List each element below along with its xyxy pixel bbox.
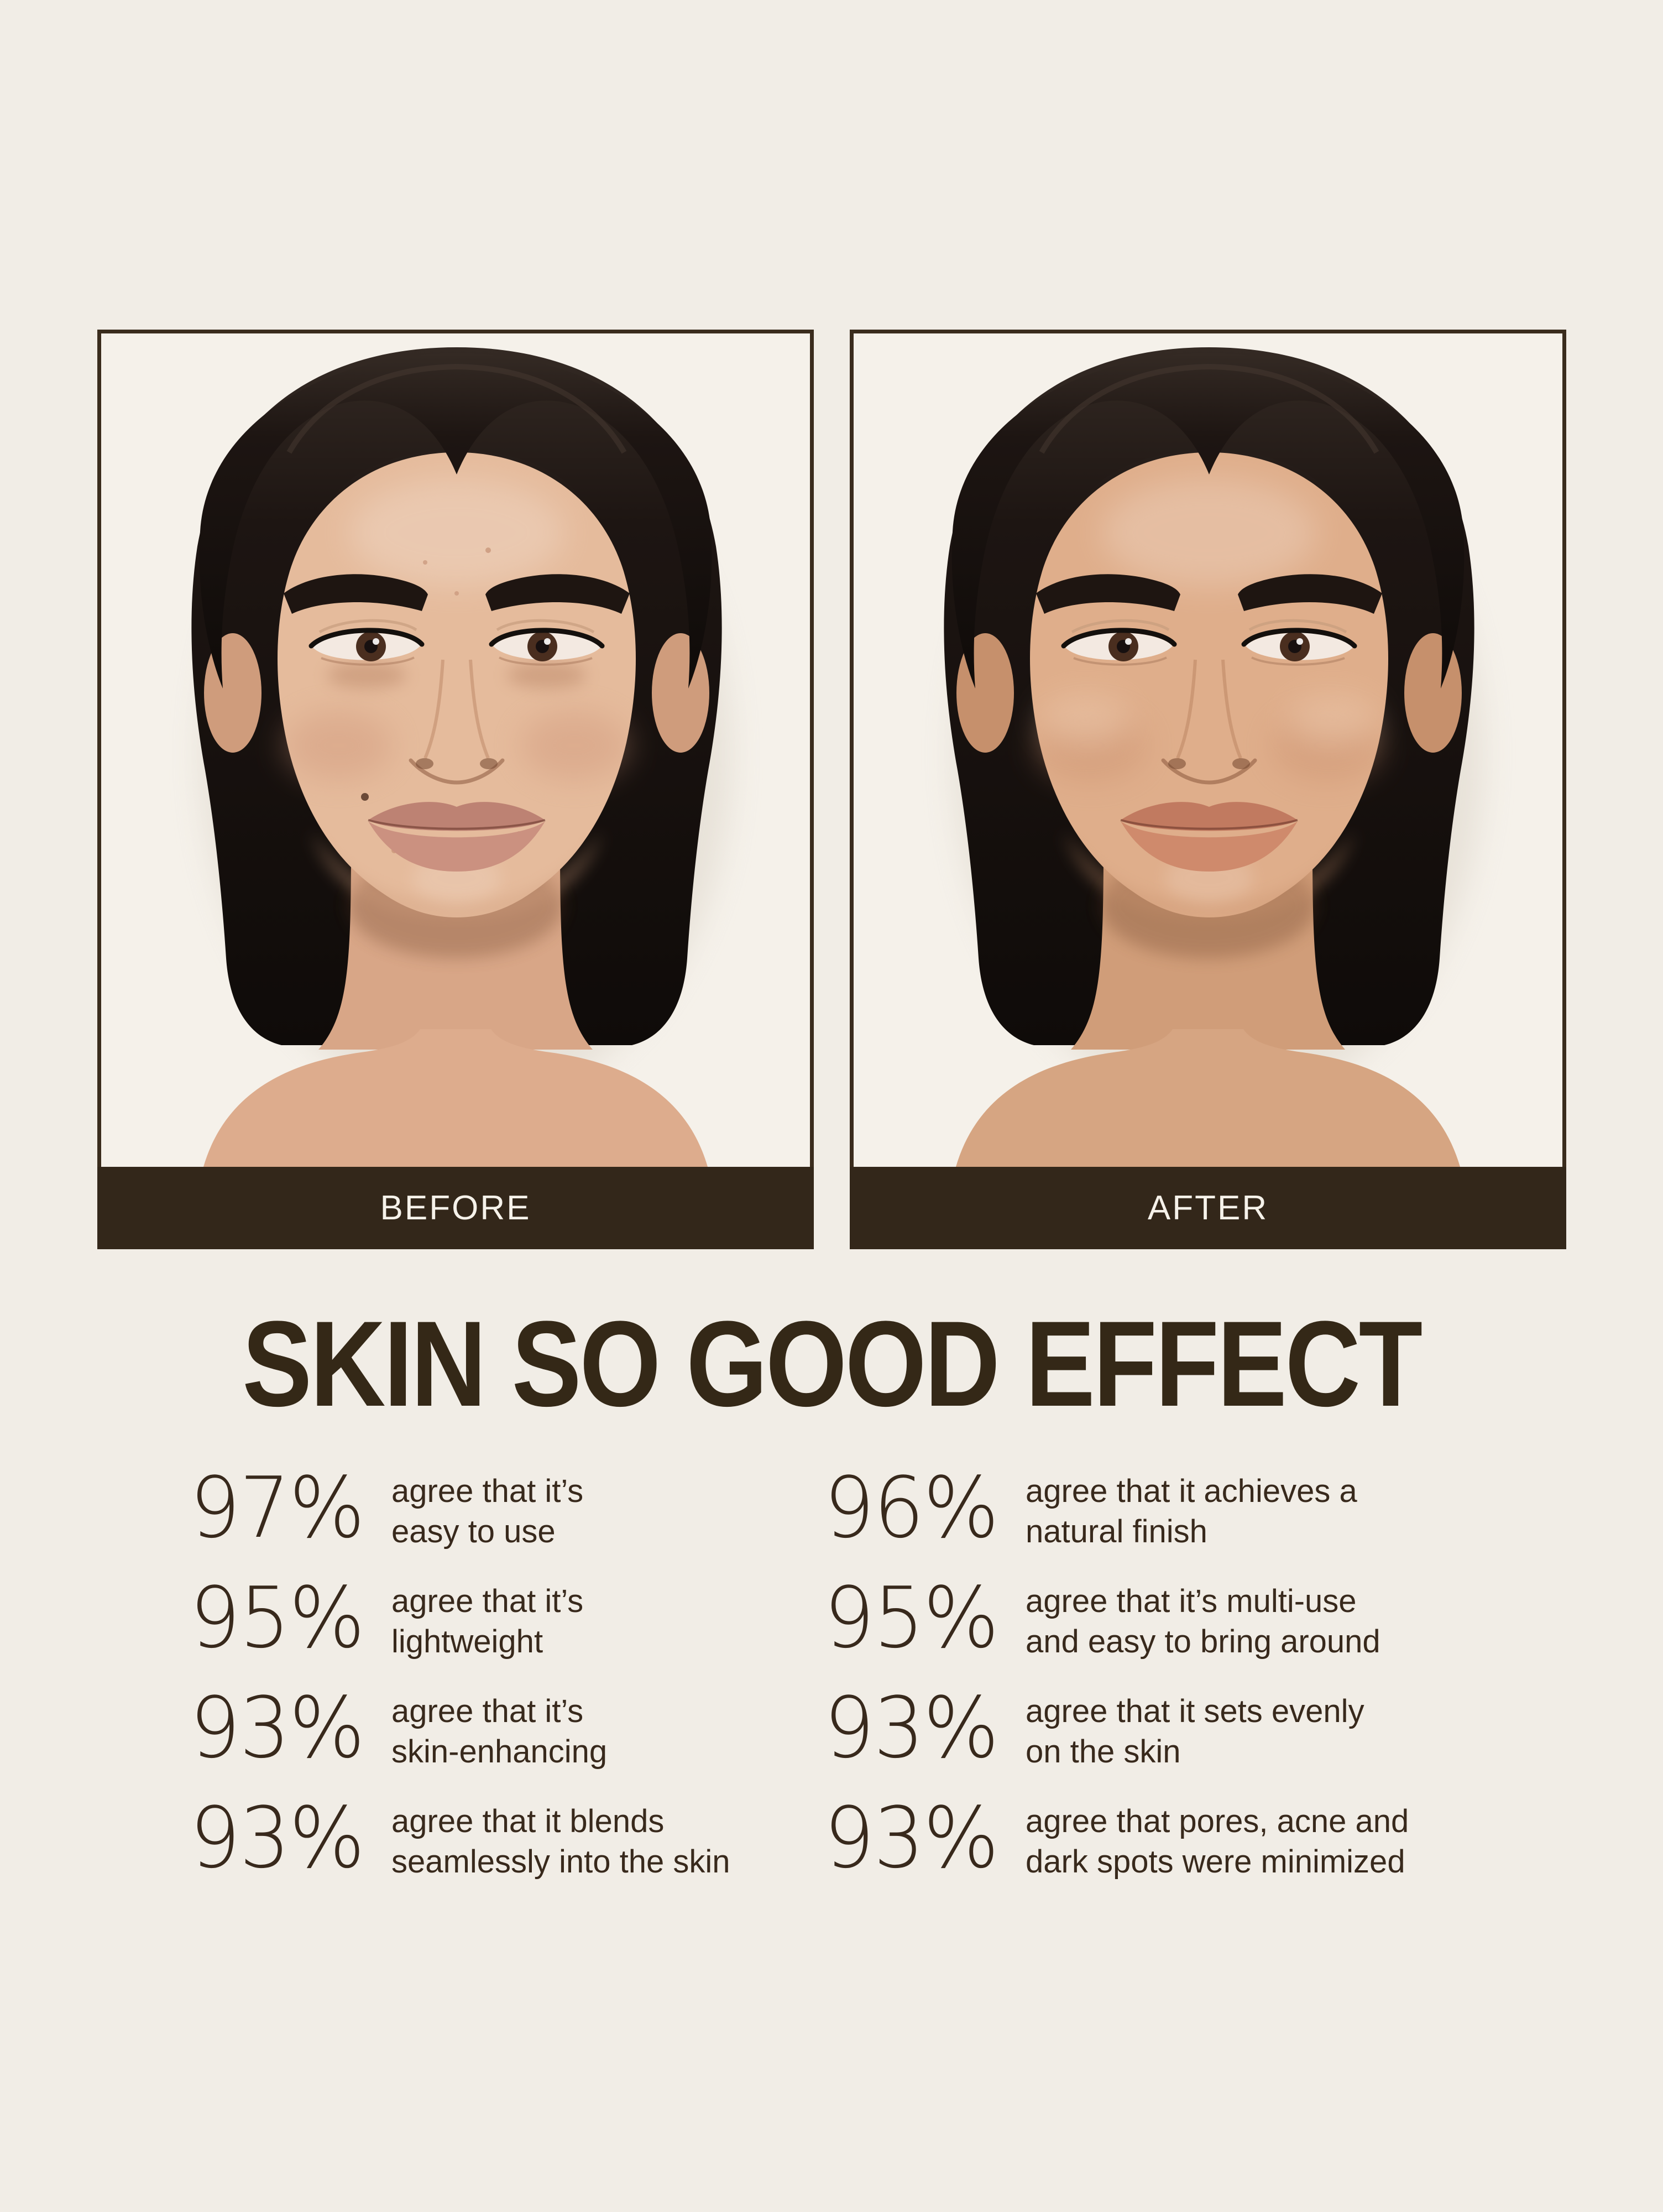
before-photo (97, 330, 814, 1167)
after-photo (850, 330, 1566, 1167)
stat-value: 95% (190, 1569, 365, 1667)
stat-value: 93% (190, 1789, 365, 1887)
before-panel: BEFORE (97, 330, 814, 1249)
stat-label: agree that it achieves a natural finish (1026, 1473, 1357, 1550)
stat-label: agree that it blends seamlessly into the… (391, 1803, 730, 1880)
before-label-bar: BEFORE (97, 1167, 814, 1249)
stat-value: 93% (824, 1679, 999, 1777)
stat-item: 93% agree that pores, acne and dark spot… (824, 1789, 1539, 1907)
stat-label: agree that it’s multi-use and easy to br… (1026, 1583, 1380, 1660)
headline: SKIN SO GOOD EFFECT (242, 1296, 1423, 1432)
stat-value: 93% (190, 1679, 365, 1777)
stat-label: agree that it’s easy to use (391, 1473, 584, 1550)
after-label-bar: AFTER (850, 1167, 1566, 1249)
stats-grid: 97% agree that it’s easy to use 96% agre… (190, 1459, 1539, 1907)
stat-item: 93% agree that it’s skin-enhancing (190, 1679, 824, 1797)
stat-label: agree that it sets evenly on the skin (1026, 1693, 1364, 1770)
stat-item: 96% agree that it achieves a natural fin… (824, 1459, 1539, 1577)
after-label: AFTER (1147, 1189, 1269, 1227)
stat-value: 97% (190, 1459, 365, 1557)
stat-value: 93% (824, 1789, 999, 1887)
stat-item: 95% agree that it’s multi-use and easy t… (824, 1569, 1539, 1687)
stat-item: 93% agree that it sets evenly on the ski… (824, 1679, 1539, 1797)
before-label: BEFORE (380, 1189, 531, 1227)
stat-item: 93% agree that it blends seamlessly into… (190, 1789, 824, 1907)
stat-label: agree that it’s skin-enhancing (391, 1693, 608, 1770)
after-panel: AFTER (850, 330, 1566, 1249)
stat-item: 95% agree that it’s lightweight (190, 1569, 824, 1687)
stat-value: 95% (824, 1569, 999, 1667)
stat-value: 96% (824, 1459, 999, 1557)
stat-label: agree that pores, acne and dark spots we… (1026, 1803, 1409, 1880)
stat-item: 97% agree that it’s easy to use (190, 1459, 824, 1577)
stat-label: agree that it’s lightweight (391, 1583, 584, 1660)
